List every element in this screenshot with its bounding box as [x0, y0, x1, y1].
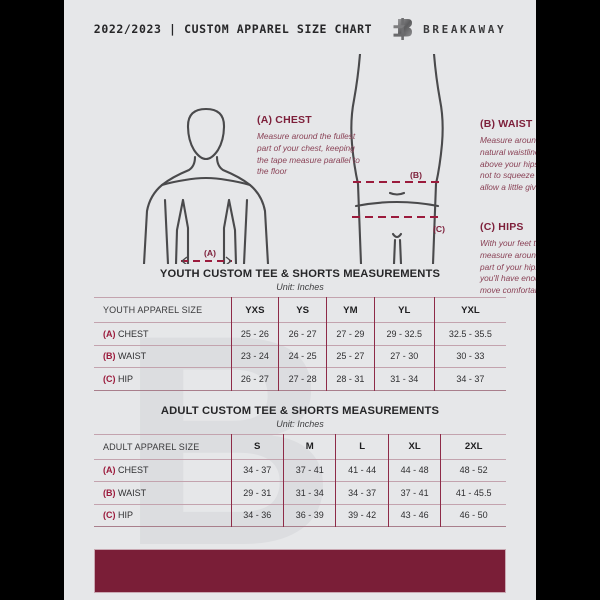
size-column-header: S: [230, 434, 284, 459]
footer-bar: [94, 549, 506, 593]
measurement-value-cell: 34 - 37: [335, 481, 389, 504]
hip-marker-label: (C): [433, 224, 445, 234]
brand-name: BREAKAWAY: [423, 22, 507, 36]
hips-guide: (C) HIPS With your feet together, measur…: [480, 221, 536, 297]
waist-guide-heading: (B) WAIST: [480, 118, 533, 130]
hips-guide-heading: (C) HIPS: [480, 221, 524, 233]
measurement-value-cell: 32.5 - 35.5: [433, 322, 506, 345]
measurement-value-cell: 34 - 37: [433, 367, 506, 390]
table-row: (B) WAIST 29 - 31 31 - 34 34 - 37 37 - 41 41 …: [94, 481, 506, 504]
table-row: (B) WAIST 23 - 24 24 - 25 25 - 27 27 - 30 30 …: [94, 345, 506, 368]
measurement-value-cell: 30 - 33: [433, 345, 506, 368]
measurement-name-cell: (A) CHEST: [103, 328, 149, 339]
measurement-value-cell: 23 - 24: [230, 345, 279, 368]
measurement-value-cell: 37 - 41: [387, 481, 441, 504]
measurement-value-cell: 34 - 36: [230, 504, 284, 527]
lower-body-outline-icon: [350, 54, 444, 264]
chest-measure-line: [181, 256, 232, 264]
adult-table-title: ADULT CUSTOM TEE & SHORTS MEASUREMENTS: [160, 404, 440, 417]
measurement-marker: (A): [103, 328, 116, 339]
measurement-value-cell: 29 - 31: [230, 481, 284, 504]
size-label-header: ADULT APPAREL SIZE: [103, 441, 200, 452]
measurement-value-cell: 39 - 42: [335, 504, 389, 527]
adult-measurements-section: ADULT CUSTOM TEE & SHORTS MEASUREMENTS U…: [64, 405, 536, 528]
measurement-value-cell: 37 - 41: [282, 459, 336, 482]
youth-measurements-section: YOUTH CUSTOM TEE & SHORTS MEASUREMENTS U…: [64, 268, 536, 391]
upper-body-outline-icon: [142, 107, 270, 264]
measurement-value-cell: 31 - 34: [282, 481, 336, 504]
measurement-name-cell: (A) CHEST: [103, 465, 149, 476]
measurement-value-cell: 34 - 37: [230, 459, 284, 482]
measurement-value-cell: 25 - 26: [230, 322, 279, 345]
measurement-value-cell: 29 - 32.5: [373, 322, 435, 345]
waist-guide-text: Measure around your natural waistline – …: [480, 135, 536, 193]
measurement-value-cell: 28 - 31: [326, 367, 375, 390]
measurement-name-cell: (B) WAIST: [103, 487, 147, 498]
waist-guide: (B) WAIST Measure around your natural wa…: [480, 118, 536, 194]
measurement-diagram: (A) (B) (C) (A) CHEST Measure around the…: [64, 54, 536, 295]
measurement-name-cell: (C) HIP: [103, 510, 134, 521]
table-row: (A) CHEST 25 - 26 26 - 27 27 - 29 29 - 32.5 3…: [94, 322, 506, 345]
table-row: (A) CHEST 34 - 37 37 - 41 41 - 44 44 - 48 48 …: [94, 459, 506, 482]
size-column-header: XL: [387, 434, 441, 459]
measurement-name-cell: (C) HIP: [103, 373, 134, 384]
size-column-header: YS: [278, 297, 327, 323]
size-column-header: M: [282, 434, 336, 459]
measurement-value-cell: 24 - 25: [278, 345, 327, 368]
measurement-value-cell: 26 - 27: [278, 322, 327, 345]
size-column-header: YL: [373, 297, 435, 323]
adult-table-unit: Unit: Inches: [276, 418, 324, 429]
measurement-marker: (C): [103, 373, 116, 384]
measurement-value-cell: 31 - 34: [373, 367, 435, 390]
measurement-value-cell: 44 - 48: [387, 459, 441, 482]
size-chart-page: B 2022/2023 | CUSTOM APPAREL SIZE CHART: [64, 0, 536, 600]
chest-guide: (A) CHEST Measure around the fullest par…: [257, 114, 361, 178]
size-column-header: YXS: [230, 297, 279, 323]
hips-guide-text: With your feet together, measure around …: [480, 238, 536, 296]
size-label-header: YOUTH APPAREL SIZE: [103, 305, 203, 315]
measurement-value-cell: 27 - 29: [326, 322, 375, 345]
youth-size-table: YOUTH APPAREL SIZE YXS YS YM YL YXL (A) CHEST 2…: [94, 297, 506, 391]
table-row: (C) HIP 34 - 36 36 - 39 39 - 42 43 - 46 46 - …: [94, 504, 506, 527]
page-title: 2022/2023 | CUSTOM APPAREL SIZE CHART: [93, 22, 373, 36]
measurement-marker: (B): [103, 487, 116, 498]
table-row: (C) HIP 26 - 27 27 - 28 28 - 31 31 - 34 34 - …: [94, 367, 506, 390]
measurement-name-cell: (B) WAIST: [103, 351, 147, 362]
size-column-header: 2XL: [440, 434, 506, 459]
measurement-value-cell: 36 - 39: [282, 504, 336, 527]
measurement-value-cell: 25 - 27: [326, 345, 375, 368]
youth-table-unit: Unit: Inches: [276, 282, 324, 292]
measurement-marker: (B): [103, 351, 116, 362]
measurement-value-cell: 27 - 30: [373, 345, 435, 368]
brand-logo: BREAKAWAY: [392, 17, 506, 41]
waist-marker-label: (B): [410, 170, 422, 180]
measurement-value-cell: 43 - 46: [387, 504, 441, 527]
measurement-marker: (A): [103, 465, 116, 476]
adult-size-table: ADULT APPAREL SIZE S M L XL 2XL (A) CHEST 34 - …: [94, 434, 506, 528]
youth-table-title: YOUTH CUSTOM TEE & SHORTS MEASUREMENTS: [159, 268, 441, 280]
page-header: 2022/2023 | CUSTOM APPAREL SIZE CHART: [64, 0, 536, 54]
table-header-row: ADULT APPAREL SIZE S M L XL 2XL: [94, 434, 506, 459]
measurement-value-cell: 26 - 27: [230, 367, 279, 390]
chest-marker-label: (A): [204, 248, 216, 258]
measurement-value-cell: 46 - 50: [440, 504, 506, 527]
size-column-header: L: [335, 434, 389, 459]
size-column-header: YM: [326, 297, 375, 323]
breakaway-b-monogram-icon: [393, 18, 413, 40]
chest-guide-heading: (A) CHEST: [257, 114, 312, 126]
measurement-marker: (C): [103, 510, 116, 521]
measurement-value-cell: 41 - 45.5: [440, 481, 506, 504]
measurement-value-cell: 41 - 44: [335, 459, 389, 482]
measurement-value-cell: 48 - 52: [440, 459, 506, 482]
size-column-header: YXL: [433, 297, 506, 323]
chest-guide-text: Measure around the fullest part of your …: [257, 131, 360, 177]
table-header-row: YOUTH APPAREL SIZE YXS YS YM YL YXL: [94, 297, 506, 323]
measurement-value-cell: 27 - 28: [278, 367, 327, 390]
